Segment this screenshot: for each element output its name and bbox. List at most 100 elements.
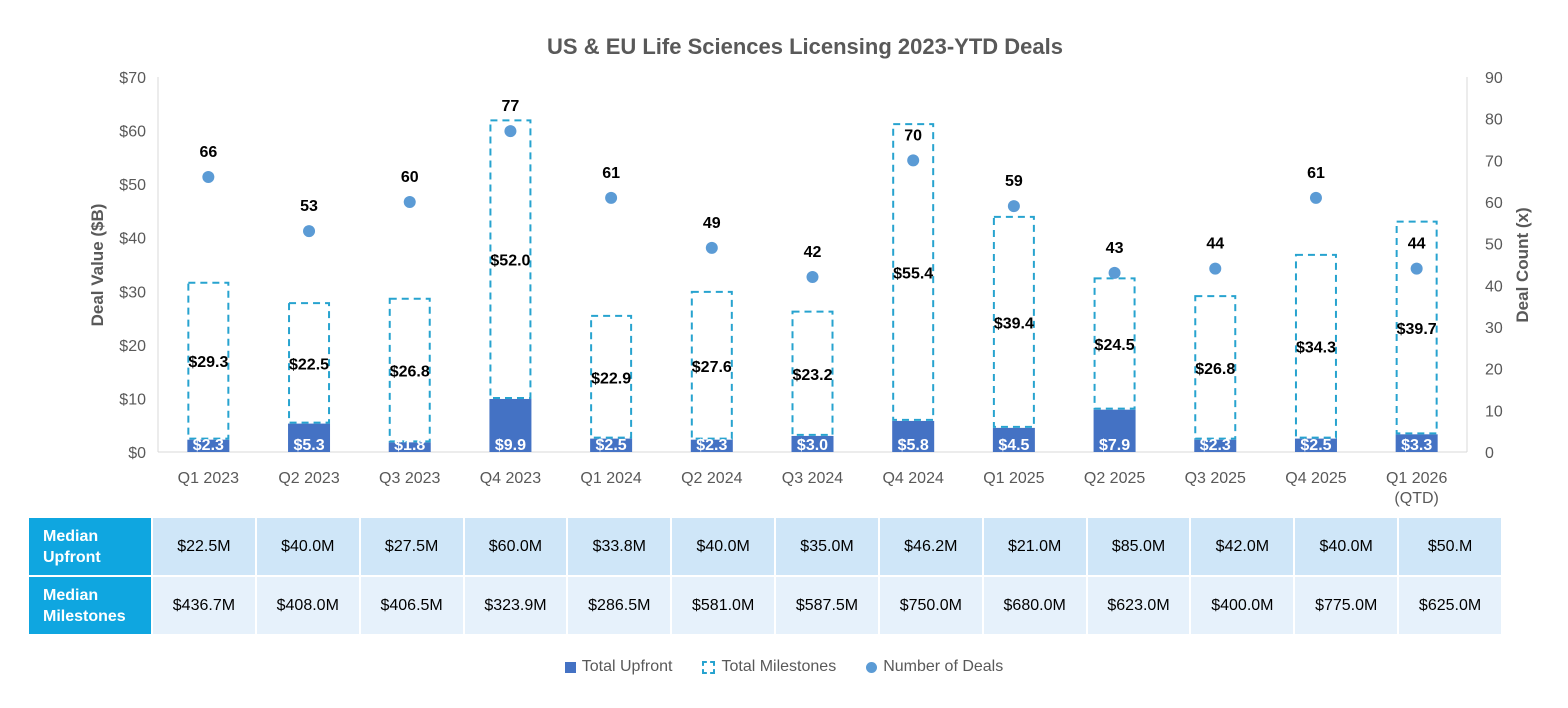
deal-count-label: 70	[904, 127, 922, 144]
y-axis-title: Deal Value ($B)	[88, 204, 107, 327]
y-tick-label: $70	[119, 70, 146, 87]
deal-count-label: 60	[401, 169, 419, 186]
upfront-bar	[1093, 409, 1136, 452]
y2-tick-label: 80	[1485, 112, 1503, 129]
upfront-value-label: $1.8	[394, 437, 425, 454]
table-cell: $625.0M	[1399, 577, 1501, 634]
milestones-bar	[489, 119, 532, 399]
table-cell: $775.0M	[1295, 577, 1398, 634]
table-cell: $46.2M	[879, 518, 982, 575]
y-tick-label: $50	[119, 177, 146, 194]
row-header: Median Milestones	[29, 577, 151, 634]
milestones-bar	[590, 314, 633, 439]
milestones-value-label: $22.5	[289, 356, 329, 373]
upfront-bar	[388, 442, 431, 452]
legend-deals: Number of Deals	[866, 658, 1003, 676]
deal-count-label: 44	[1206, 236, 1224, 253]
milestones-bar	[1194, 295, 1237, 440]
deal-count-point	[504, 125, 517, 138]
x-tick-label: Q3 2025	[1185, 470, 1246, 487]
x-tick-label: Q4 2023	[480, 470, 541, 487]
upfront-value-label: $3.3	[1401, 437, 1432, 454]
y-tick-label: $40	[119, 231, 146, 248]
upfront-value-label: $2.3	[193, 437, 224, 454]
upfront-bar	[892, 420, 935, 452]
deal-count-point	[705, 241, 718, 254]
upfront-bar	[288, 423, 331, 452]
table-cell: $406.5M	[360, 577, 463, 634]
milestones-value-label: $26.8	[390, 364, 430, 381]
table-cell: $21.0M	[983, 518, 1086, 575]
upfront-bar	[187, 439, 230, 452]
x-tick-label: Q1 2024	[580, 470, 641, 487]
deal-count-point	[1410, 262, 1423, 275]
chart-bars: $2.3 $29.3 $5.3 $22.5 $1.8 $26.8 $9.9 $52.0 $2.5…	[187, 119, 1438, 454]
milestones-bar	[992, 215, 1035, 428]
y2-tick-label: 0	[1485, 445, 1494, 462]
x-tick-label: Q1 2025	[983, 470, 1044, 487]
upfront-bar	[1395, 434, 1438, 452]
upfront-bar	[1194, 439, 1237, 452]
x-tick-label: Q4 2025	[1285, 470, 1346, 487]
x-tick-label: Q4 2024	[882, 470, 943, 487]
upfront-value-label: $2.3	[696, 437, 727, 454]
y2-tick-label: 60	[1485, 195, 1503, 212]
y2-axis-title: Deal Count (x)	[1513, 207, 1532, 322]
table-cell: $40.0M	[256, 518, 359, 575]
milestones-bar	[388, 297, 431, 443]
deal-count-point	[907, 154, 920, 167]
upfront-value-label: $4.5	[998, 437, 1029, 454]
deal-count-point	[403, 196, 416, 208]
table-cell: $22.5M	[153, 518, 255, 575]
milestones-value-label: $26.8	[1195, 361, 1235, 378]
deal-count-label: 42	[804, 244, 822, 261]
table-cell: $40.0M	[672, 518, 775, 575]
milestones-value-label: $39.7	[1397, 321, 1437, 338]
upfront-bar	[791, 435, 834, 452]
deal-count-point	[303, 225, 316, 238]
chart-title: US & EU Life Sciences Licensing 2023-YTD…	[547, 34, 1063, 59]
table-cell: $33.8M	[568, 518, 671, 575]
deal-count-point	[806, 271, 819, 283]
table-cell: $40.0M	[1295, 518, 1398, 575]
y-tick-label: $20	[119, 338, 146, 355]
milestones-value-label: $27.6	[692, 359, 732, 376]
deal-count-point	[1309, 191, 1322, 204]
y2-tick-label: 90	[1485, 70, 1503, 87]
deals-chart: US & EU Life Sciences Licensing 2023-YTD…	[88, 34, 1532, 507]
x-tick-label: Q2 2023	[278, 470, 339, 487]
milestones-bar	[791, 310, 834, 436]
milestones-value-label: $24.5	[1095, 337, 1135, 354]
y-tick-label: $0	[128, 445, 146, 462]
upfront-value-label: $3.0	[797, 437, 828, 454]
milestones-value-label: $22.9	[591, 370, 631, 387]
legend-milestones-label: Total Milestones	[721, 658, 837, 675]
upfront-value-label: $2.3	[1200, 437, 1231, 454]
deal-count-label: 49	[703, 215, 721, 232]
legend-upfront: Total Upfront	[564, 658, 672, 676]
deal-count-label: 77	[502, 98, 520, 115]
milestones-bar	[690, 290, 733, 440]
row-header: Median Upfront	[29, 518, 151, 575]
y-tick-label: $30	[119, 284, 146, 301]
x-tick-label: Q1 2026 (QTD)	[1386, 470, 1447, 507]
upfront-bar	[992, 427, 1035, 452]
milestones-swatch-icon	[702, 660, 716, 674]
upfront-bar	[590, 438, 633, 452]
table-cell: $35.0M	[776, 518, 878, 575]
deal-count-point	[1007, 200, 1020, 213]
table-cell: $623.0M	[1087, 577, 1190, 634]
upfront-bar	[1294, 438, 1337, 452]
deal-count-point	[202, 171, 215, 183]
milestones-value-label: $55.4	[893, 266, 933, 283]
milestones-value-label: $29.3	[188, 354, 228, 371]
legend-milestones: Total Milestones	[702, 658, 836, 676]
y2-tick-label: 10	[1485, 403, 1503, 420]
x-tick-label: Q3 2024	[782, 470, 843, 487]
y2-tick-label: 40	[1485, 278, 1503, 295]
median-upfront-row: Median Upfront $22.5M $40.0M $27.5M $60.0M $3…	[29, 518, 1501, 575]
table-cell: $323.9M	[464, 577, 567, 634]
table-cell: $286.5M	[568, 577, 671, 634]
upfront-value-label: $7.9	[1099, 437, 1130, 454]
table-cell: $750.0M	[879, 577, 982, 634]
